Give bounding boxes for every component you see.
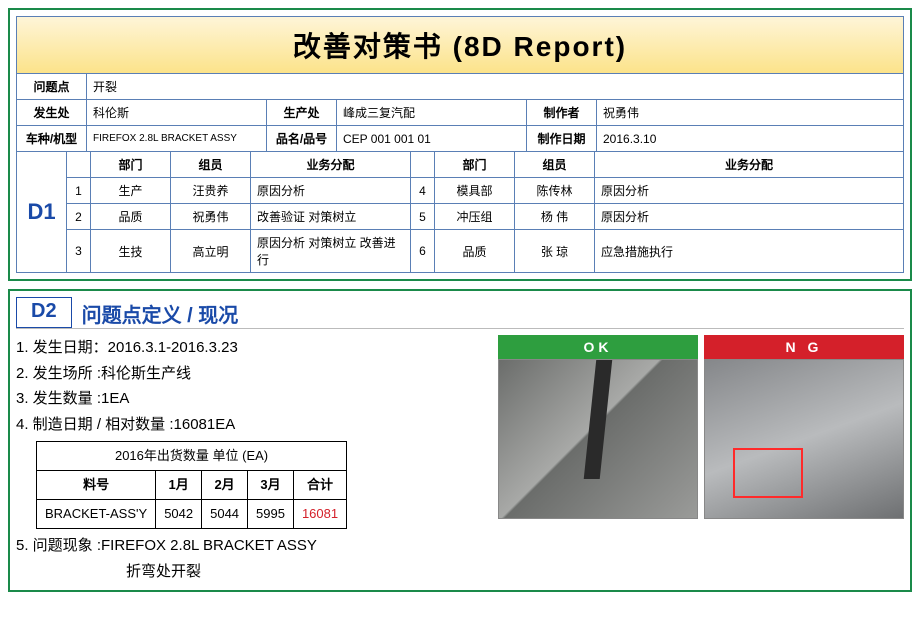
d2-right-panel: OK N G xyxy=(498,335,904,584)
ship-row: BRACKET-ASS'Y 5042 5044 5995 16081 xyxy=(37,500,347,529)
ng-label: N G xyxy=(704,335,904,359)
d2-line2: 2. 发生场所 :科伦斯生产线 xyxy=(16,361,488,387)
d1-row-2: 2 品质 祝勇伟 改善验证 对策树立 5 冲压组 杨 伟 原因分析 xyxy=(17,204,904,230)
d1-h-dept-l: 部门 xyxy=(91,152,171,178)
d1-code: D1 xyxy=(17,152,67,273)
d2-line4: 4. 制造日期 / 相对数量 :16081EA xyxy=(16,412,488,438)
report-title: 改善对策书 (8D Report) xyxy=(16,16,904,74)
lbl-occur: 发生处 xyxy=(17,100,87,126)
d2-heading: 问题点定义 / 现况 xyxy=(82,297,239,328)
d1-h-dept-r: 部门 xyxy=(435,152,515,178)
lbl-prod: 生产处 xyxy=(267,100,337,126)
val-maker: 祝勇伟 xyxy=(597,100,904,126)
lbl-model: 车种/机型 xyxy=(17,126,87,152)
ng-image xyxy=(704,359,904,519)
d1-h-role-l: 业务分配 xyxy=(251,152,411,178)
d2-line5: 5. 问题现象 :FIREFOX 2.8L BRACKET ASSY xyxy=(16,533,488,559)
ok-label: OK xyxy=(498,335,698,359)
d1-h-role-r: 业务分配 xyxy=(595,152,904,178)
val-occur: 科伦斯 xyxy=(87,100,267,126)
ng-card: N G xyxy=(704,335,904,584)
val-problem: 开裂 xyxy=(87,74,904,100)
d1-h-mem-r: 组员 xyxy=(515,152,595,178)
val-part: CEP 001 001 01 xyxy=(337,126,527,152)
d2-line3: 3. 发生数量 :1EA xyxy=(16,386,488,412)
ship-title: 2016年出货数量 单位 (EA) xyxy=(37,442,347,471)
d1-h-mem-l: 组员 xyxy=(171,152,251,178)
defect-highlight-box xyxy=(733,448,803,498)
val-prod: 峰成三复汽配 xyxy=(337,100,527,126)
val-model: FIREFOX 2.8L BRACKET ASSY xyxy=(87,126,267,152)
ok-card: OK xyxy=(498,335,698,584)
info-table: 问题点 开裂 发生处 科伦斯 生产处 峰成三复汽配 制作者 祝勇伟 车种/机型 … xyxy=(16,73,904,152)
ok-image xyxy=(498,359,698,519)
d2-section: D2 问题点定义 / 现况 1. 发生日期：2016.3.1-2016.3.23… xyxy=(8,289,912,592)
d1-row-1: 1 生产 汪贵养 原因分析 4 模具部 陈传林 原因分析 xyxy=(17,178,904,204)
lbl-part: 品名/品号 xyxy=(267,126,337,152)
d1-table: D1 部门 组员 业务分配 部门 组员 业务分配 1 生产 汪贵养 原因分析 4… xyxy=(16,151,904,273)
d1-row-3: 3 生技 高立明 原因分析 对策树立 改善进行 6 品质 张 琼 应急措施执行 xyxy=(17,230,904,273)
d2-line1: 1. 发生日期：2016.3.1-2016.3.23 xyxy=(16,335,488,361)
lbl-date: 制作日期 xyxy=(527,126,597,152)
report-main: 改善对策书 (8D Report) 问题点 开裂 发生处 科伦斯 生产处 峰成三… xyxy=(8,8,912,281)
val-date: 2016.3.10 xyxy=(597,126,904,152)
d2-line5b: 折弯处开裂 xyxy=(16,559,488,585)
shipment-table: 2016年出货数量 单位 (EA) 料号 1月 2月 3月 合计 BRACKET… xyxy=(36,441,347,529)
lbl-problem: 问题点 xyxy=(17,74,87,100)
lbl-maker: 制作者 xyxy=(527,100,597,126)
d2-code: D2 xyxy=(16,297,72,328)
d2-left-panel: 1. 发生日期：2016.3.1-2016.3.23 2. 发生场所 :科伦斯生… xyxy=(16,335,488,584)
